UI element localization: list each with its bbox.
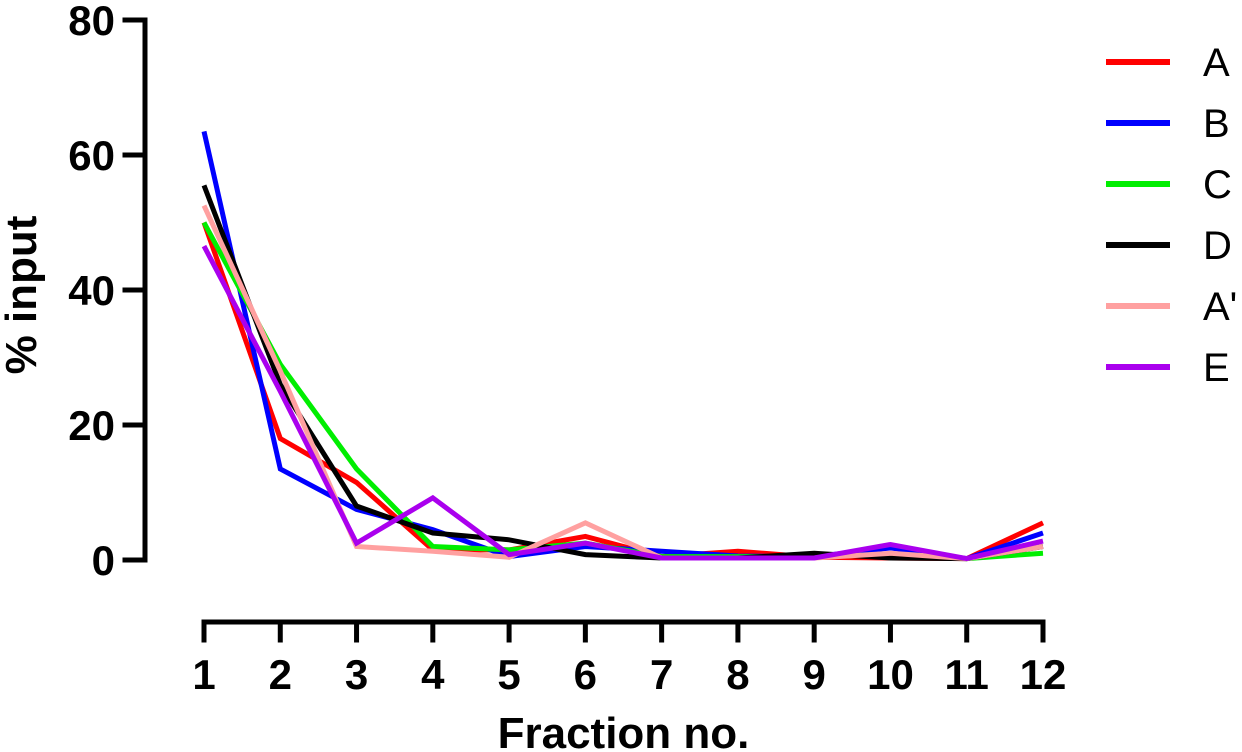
series-line-d [201,184,1044,562]
x-tick-label: 6 [574,651,597,698]
x-tick-label: 9 [803,651,826,698]
legend-label-c: C [1203,163,1232,207]
x-tick-label: 11 [945,651,989,698]
series-lines [201,130,1045,562]
series-line-e [201,244,1044,562]
y-axis-title: % input [0,215,46,374]
x-tick-label: 10 [867,651,914,698]
y-tick-label: 20 [68,402,115,449]
x-axis: 1 2 3 4 5 6 7 8 9 10 11 12 [192,619,1067,698]
legend-label-d: D [1203,224,1232,268]
legend-label-a-prime: A' [1203,285,1237,329]
y-axis: 0 20 40 60 80 [68,0,148,584]
x-tick-label: 8 [726,651,749,698]
y-tick-label: 80 [68,0,115,44]
y-tick-label: 60 [68,132,115,179]
x-tick-label: 7 [650,651,673,698]
x-tick-label: 4 [421,651,445,698]
series-line-c [201,221,1044,562]
x-axis-title: Fraction no. [498,709,750,752]
x-tick-label: 1 [192,651,215,698]
series-line-a-prime [201,204,1044,562]
x-tick-label: 2 [269,651,292,698]
series-line-a [201,221,1045,562]
x-tick-label: 3 [345,651,368,698]
x-tick-label: 12 [1020,651,1067,698]
y-tick-label: 0 [92,537,115,584]
y-tick-label: 40 [68,267,115,314]
legend-label-b: B [1203,102,1230,146]
x-tick-label: 5 [497,651,520,698]
legend-label-a: A [1203,41,1230,85]
legend-label-e: E [1203,346,1230,390]
